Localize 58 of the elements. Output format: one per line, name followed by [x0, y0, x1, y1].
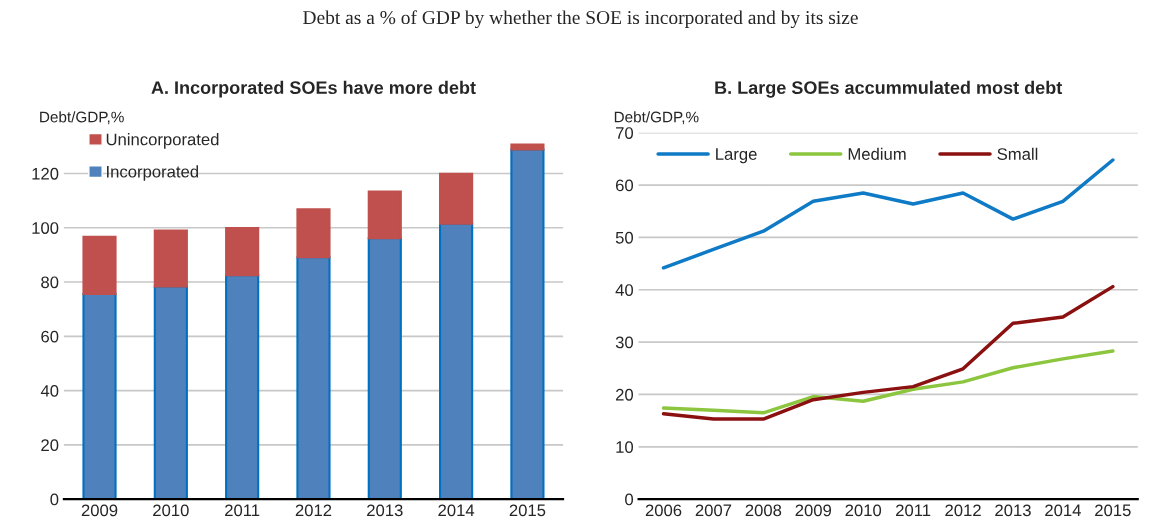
bar: [296, 256, 331, 500]
line-series: [661, 349, 1115, 415]
x-tick-label: 2011: [896, 504, 931, 517]
bar: [367, 237, 402, 500]
y-tick-label: 40: [615, 284, 634, 296]
legend-label: Incorporated: [107, 165, 199, 181]
y-tick-label: 60: [41, 330, 59, 343]
bar: [439, 222, 474, 500]
x-tick-label: 2011: [225, 504, 260, 517]
bar: [510, 143, 545, 151]
y-tick-label: 40: [40, 384, 59, 397]
bar: [225, 226, 260, 277]
legend-label: Large: [716, 148, 757, 164]
legend-label: Small: [997, 147, 1038, 160]
x-tick-label: 2013: [995, 504, 1031, 517]
x-tick-label: 2014: [438, 504, 475, 517]
x-tick-label: 2015: [1095, 504, 1131, 517]
y-axis-title: Debt/GDP,%: [40, 111, 124, 125]
x-tick-label: 2006: [645, 504, 682, 517]
y-tick-label: 0: [625, 493, 634, 506]
bar: [82, 235, 117, 295]
y-tick-label: 80: [41, 276, 59, 289]
y-tick-label: 20: [41, 439, 59, 452]
y-tick-label: 30: [615, 336, 634, 349]
text: Debt as a % of GDP by whether the SOE is incorporated and by its size: [303, 10, 858, 29]
x-tick-label: 2009: [795, 504, 832, 517]
chart-title: A. Incorporated SOEs have more debt: [151, 80, 476, 98]
x-tick-label: 2013: [367, 504, 403, 517]
x-tick-label: 2014: [1045, 504, 1081, 517]
x-tick-label: 2015: [509, 504, 546, 517]
chart-title: B. Large SOEs accummulated most debt: [715, 80, 1063, 98]
legend-label: Medium: [848, 147, 906, 160]
x-tick-label: 2008: [745, 504, 782, 517]
y-axis-title: Debt/GDP,%: [614, 111, 699, 125]
bar: [367, 190, 402, 240]
bar: [153, 285, 188, 500]
legend-label: Unincorporated: [106, 133, 219, 149]
y-tick-label: 100: [32, 222, 59, 234]
y-tick-label: 50: [615, 231, 634, 244]
bar: [439, 172, 474, 225]
bar: [225, 274, 260, 500]
y-tick-label: 0: [50, 493, 59, 506]
bar: [510, 148, 545, 500]
y-tick-label: 10: [616, 441, 634, 453]
y-tick-label: 20: [615, 388, 634, 401]
x-tick-label: 2010: [153, 504, 189, 517]
x-tick-label: 2010: [845, 504, 882, 517]
line-series: [661, 284, 1115, 421]
bar: [296, 208, 331, 259]
x-tick-label: 2007: [695, 504, 732, 517]
x-tick-label: 2012: [295, 504, 332, 517]
x-tick-label: 2012: [945, 504, 981, 517]
x-tick-label: 2009: [81, 504, 118, 517]
y-tick-label: 70: [616, 127, 634, 139]
bar: [153, 229, 188, 288]
bar: [82, 292, 117, 500]
y-tick-label: 120: [32, 167, 59, 180]
y-tick-label: 60: [616, 179, 634, 192]
